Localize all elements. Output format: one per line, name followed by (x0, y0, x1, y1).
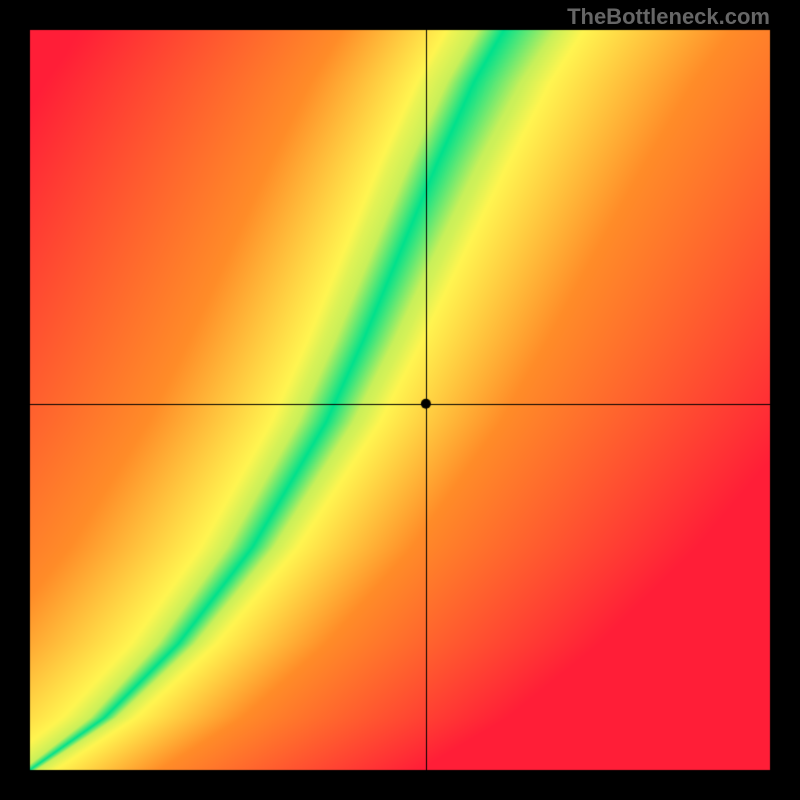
watermark-text: TheBottleneck.com (567, 4, 770, 30)
bottleneck-heatmap (0, 0, 800, 800)
